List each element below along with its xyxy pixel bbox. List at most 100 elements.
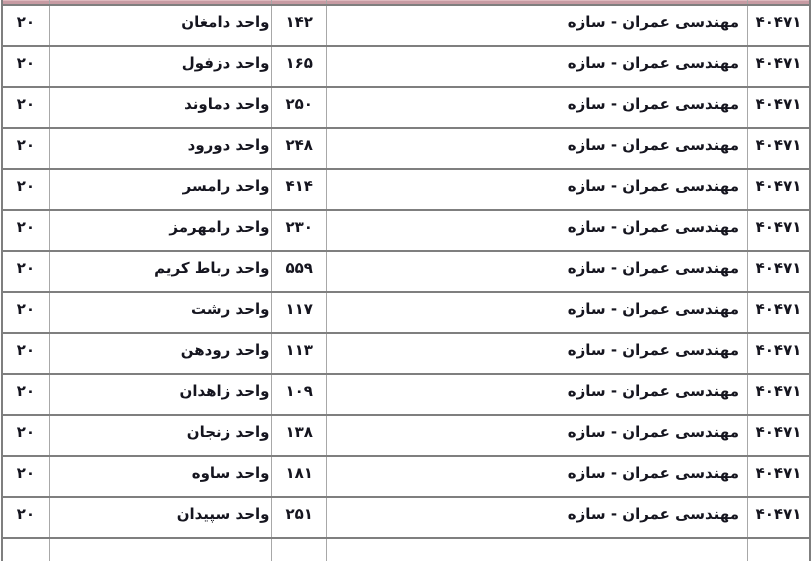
unit-code: ۱۴۲ [285, 13, 313, 31]
capacity-value: ۲۰ [16, 136, 36, 154]
cell-field-code: ۴۰۴۷۱ [747, 414, 811, 457]
capacity-value: ۲۰ [16, 341, 36, 359]
unit-code: ۴۱۴ [285, 177, 313, 195]
capacity-value: ۲۰ [16, 95, 36, 113]
cell-field-code: ۴۰۴۷۱ [747, 45, 811, 88]
table-row: ۲۰ واحد دامغان ۱۴۲ مهندسی عمران - سازه ۴… [1, 4, 811, 47]
cell-unit-code: ۱۳۸ [271, 414, 327, 457]
cell-capacity: ۲۰ [1, 291, 50, 334]
cell-capacity: ۲۰ [1, 496, 50, 539]
capacity-value: ۲۰ [16, 259, 36, 277]
empty-cell [325, 537, 749, 561]
capacity-value: ۲۰ [16, 177, 36, 195]
capacity-value: ۲۰ [16, 13, 36, 31]
field-name: مهندسی عمران - سازه [567, 259, 739, 277]
unit-name: واحد زاهدان [179, 382, 270, 400]
cell-field-name: مهندسی عمران - سازه [325, 86, 749, 129]
cell-field-code: ۴۰۴۷۱ [747, 496, 811, 539]
cell-unit-name: واحد دزفول [48, 45, 273, 88]
capacity-value: ۲۰ [16, 464, 36, 482]
cell-unit-code: ۴۱۴ [271, 168, 327, 211]
unit-name: واحد زنجان [186, 423, 270, 441]
cell-unit-code: ۲۵۰ [271, 86, 327, 129]
cell-unit-code: ۱۶۵ [271, 45, 327, 88]
cell-unit-code: ۵۵۹ [271, 250, 327, 293]
field-name: مهندسی عمران - سازه [567, 464, 739, 482]
cell-field-name: مهندسی عمران - سازه [325, 4, 749, 47]
field-name: مهندسی عمران - سازه [567, 382, 739, 400]
capacity-value: ۲۰ [16, 218, 36, 236]
unit-code: ۱۱۳ [285, 341, 313, 359]
table-body: ۲۰ واحد دامغان ۱۴۲ مهندسی عمران - سازه ۴… [1, 4, 811, 539]
capacity-value: ۲۰ [16, 382, 36, 400]
cell-field-name: مهندسی عمران - سازه [325, 209, 749, 252]
cell-unit-name: واحد رباط کریم [48, 250, 273, 293]
table-row: ۲۰ واحد ساوه ۱۸۱ مهندسی عمران - سازه ۴۰۴… [1, 455, 811, 498]
cell-capacity: ۲۰ [1, 127, 50, 170]
cell-unit-code: ۲۳۰ [271, 209, 327, 252]
unit-name: واحد دورود [187, 136, 270, 154]
empty-cell [48, 537, 273, 561]
cell-field-name: مهندسی عمران - سازه [325, 168, 749, 211]
cell-field-name: مهندسی عمران - سازه [325, 373, 749, 416]
field-code: ۴۰۴۷۱ [755, 382, 802, 400]
field-name: مهندسی عمران - سازه [567, 54, 739, 72]
cell-field-name: مهندسی عمران - سازه [325, 496, 749, 539]
field-name: مهندسی عمران - سازه [567, 95, 739, 113]
cell-field-name: مهندسی عمران - سازه [325, 332, 749, 375]
table-row: ۲۰ واحد زنجان ۱۳۸ مهندسی عمران - سازه ۴۰… [1, 414, 811, 457]
unit-code: ۱۶۵ [285, 54, 313, 72]
cell-field-name: مهندسی عمران - سازه [325, 250, 749, 293]
cell-field-code: ۴۰۴۷۱ [747, 250, 811, 293]
cell-unit-code: ۱۱۷ [271, 291, 327, 334]
cell-capacity: ۲۰ [1, 86, 50, 129]
cell-unit-name: واحد دامغان [48, 4, 273, 47]
cell-unit-code: ۱۸۱ [271, 455, 327, 498]
field-code: ۴۰۴۷۱ [755, 464, 802, 482]
table-row: ۲۰ واحد رباط کریم ۵۵۹ مهندسی عمران - ساز… [1, 250, 811, 293]
field-name: مهندسی عمران - سازه [567, 505, 739, 523]
field-code: ۴۰۴۷۱ [755, 259, 802, 277]
header-cell-unit-code [271, 0, 327, 6]
unit-code: ۲۳۰ [285, 218, 313, 236]
unit-code: ۱۸۱ [285, 464, 313, 482]
unit-name: واحد رباط کریم [154, 259, 270, 277]
table-row: ۲۰ واحد دزفول ۱۶۵ مهندسی عمران - سازه ۴۰… [1, 45, 811, 88]
cell-capacity: ۲۰ [1, 250, 50, 293]
cell-unit-name: واحد رامسر [48, 168, 273, 211]
empty-cell [1, 537, 50, 561]
header-cell-field-code [747, 0, 811, 6]
field-code: ۴۰۴۷۱ [755, 505, 802, 523]
cell-capacity: ۲۰ [1, 332, 50, 375]
unit-name: واحد دماوند [184, 95, 270, 113]
cell-unit-code: ۱۴۲ [271, 4, 327, 47]
cell-unit-name: واحد دماوند [48, 86, 273, 129]
cell-capacity: ۲۰ [1, 209, 50, 252]
cell-unit-code: ۱۱۳ [271, 332, 327, 375]
capacity-value: ۲۰ [16, 54, 36, 72]
cell-capacity: ۲۰ [1, 45, 50, 88]
unit-name: واحد رامهرمز [169, 218, 270, 236]
cell-unit-name: واحد رامهرمز [48, 209, 273, 252]
capacity-value: ۲۰ [16, 505, 36, 523]
unit-code: ۱۳۸ [285, 423, 313, 441]
cell-field-name: مهندسی عمران - سازه [325, 455, 749, 498]
capacity-table: ۲۰ واحد دامغان ۱۴۲ مهندسی عمران - سازه ۴… [1, 0, 811, 561]
partial-next-row [1, 537, 811, 561]
cell-unit-code: ۲۴۸ [271, 127, 327, 170]
unit-name: واحد رودهن [180, 341, 270, 359]
capacity-value: ۲۰ [16, 300, 36, 318]
unit-name: واحد سپیدان [176, 505, 270, 523]
table-header-partial [1, 0, 811, 6]
cell-field-code: ۴۰۴۷۱ [747, 332, 811, 375]
field-name: مهندسی عمران - سازه [567, 136, 739, 154]
unit-name: واحد دزفول [181, 54, 270, 72]
cell-capacity: ۲۰ [1, 168, 50, 211]
cell-field-code: ۴۰۴۷۱ [747, 373, 811, 416]
field-code: ۴۰۴۷۱ [755, 177, 802, 195]
cell-unit-code: ۱۰۹ [271, 373, 327, 416]
empty-cell [271, 537, 327, 561]
table-row: ۲۰ واحد رودهن ۱۱۳ مهندسی عمران - سازه ۴۰… [1, 332, 811, 375]
table-row: ۲۰ واحد رشت ۱۱۷ مهندسی عمران - سازه ۴۰۴۷… [1, 291, 811, 334]
